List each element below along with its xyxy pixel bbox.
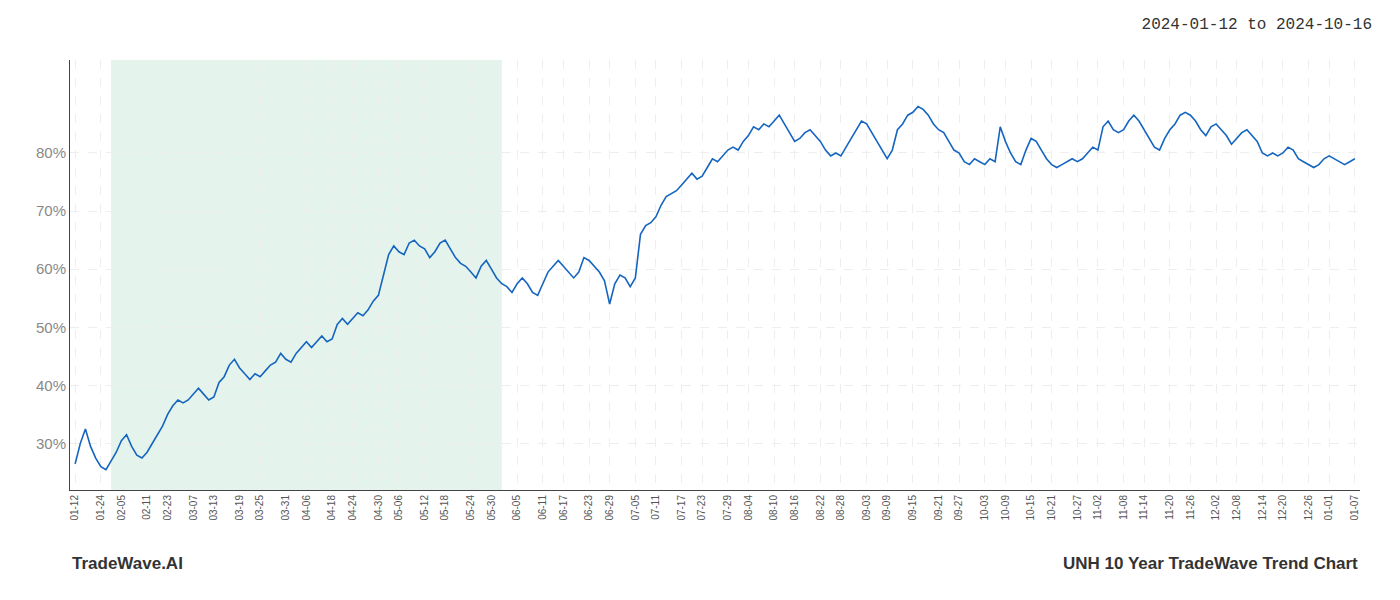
svg-text:09-27: 09-27 bbox=[953, 495, 964, 521]
svg-text:05-30: 05-30 bbox=[486, 495, 497, 521]
svg-text:07-23: 07-23 bbox=[696, 495, 707, 521]
svg-text:12-08: 12-08 bbox=[1231, 495, 1242, 521]
svg-text:06-29: 06-29 bbox=[604, 495, 615, 521]
svg-text:01-12: 01-12 bbox=[69, 495, 80, 521]
svg-text:06-23: 06-23 bbox=[583, 495, 594, 521]
svg-text:TradeWave.AI: TradeWave.AI bbox=[72, 554, 183, 573]
svg-text:01-07: 01-07 bbox=[1349, 495, 1360, 521]
svg-text:08-04: 08-04 bbox=[743, 495, 754, 521]
svg-text:06-05: 06-05 bbox=[511, 495, 522, 521]
svg-text:07-17: 07-17 bbox=[676, 495, 687, 521]
svg-text:12-20: 12-20 bbox=[1277, 495, 1288, 521]
svg-text:07-11: 07-11 bbox=[650, 495, 661, 520]
svg-text:10-21: 10-21 bbox=[1046, 495, 1057, 521]
svg-text:50%: 50% bbox=[36, 319, 66, 336]
svg-text:08-16: 08-16 bbox=[789, 495, 800, 521]
svg-text:04-06: 04-06 bbox=[301, 495, 312, 521]
svg-text:09-09: 09-09 bbox=[881, 495, 892, 521]
svg-text:01-24: 01-24 bbox=[95, 495, 106, 521]
svg-text:40%: 40% bbox=[36, 377, 66, 394]
svg-text:09-03: 09-03 bbox=[861, 495, 872, 521]
svg-text:01-01: 01-01 bbox=[1323, 495, 1334, 521]
svg-text:11-08: 11-08 bbox=[1118, 495, 1129, 520]
svg-text:09-21: 09-21 bbox=[933, 495, 944, 521]
svg-text:12-02: 12-02 bbox=[1210, 495, 1221, 521]
svg-text:04-30: 04-30 bbox=[373, 495, 384, 521]
svg-text:10-27: 10-27 bbox=[1072, 495, 1083, 521]
svg-text:12-14: 12-14 bbox=[1257, 495, 1268, 521]
svg-text:02-05: 02-05 bbox=[116, 495, 127, 521]
svg-text:30%: 30% bbox=[36, 435, 66, 452]
svg-text:11-14: 11-14 bbox=[1138, 495, 1149, 520]
svg-text:2024-01-12 to 2024-10-16: 2024-01-12 to 2024-10-16 bbox=[1142, 16, 1372, 34]
svg-text:09-15: 09-15 bbox=[907, 495, 918, 521]
svg-text:10-03: 10-03 bbox=[979, 495, 990, 521]
svg-text:06-11: 06-11 bbox=[537, 495, 548, 520]
svg-text:80%: 80% bbox=[36, 144, 66, 161]
svg-text:05-24: 05-24 bbox=[465, 495, 476, 521]
svg-text:06-17: 06-17 bbox=[558, 495, 569, 521]
svg-text:11-02: 11-02 bbox=[1092, 495, 1103, 520]
svg-text:04-24: 04-24 bbox=[347, 495, 358, 521]
svg-text:05-18: 05-18 bbox=[439, 495, 450, 521]
svg-text:04-18: 04-18 bbox=[326, 495, 337, 521]
svg-text:70%: 70% bbox=[36, 202, 66, 219]
svg-text:02-11: 02-11 bbox=[141, 495, 152, 520]
svg-text:11-26: 11-26 bbox=[1185, 495, 1196, 520]
svg-text:03-19: 03-19 bbox=[234, 495, 245, 521]
svg-text:08-22: 08-22 bbox=[815, 495, 826, 521]
svg-text:03-13: 03-13 bbox=[208, 495, 219, 521]
svg-text:03-25: 03-25 bbox=[254, 495, 265, 521]
svg-text:05-06: 05-06 bbox=[393, 495, 404, 521]
svg-text:11-20: 11-20 bbox=[1164, 495, 1175, 520]
svg-text:08-10: 08-10 bbox=[768, 495, 779, 521]
svg-text:03-31: 03-31 bbox=[280, 495, 291, 521]
svg-text:03-07: 03-07 bbox=[188, 495, 199, 521]
svg-text:10-15: 10-15 bbox=[1025, 495, 1036, 521]
svg-text:07-05: 07-05 bbox=[630, 495, 641, 521]
svg-text:10-09: 10-09 bbox=[1000, 495, 1011, 521]
svg-text:02-23: 02-23 bbox=[162, 495, 173, 521]
svg-text:05-12: 05-12 bbox=[419, 495, 430, 521]
svg-text:60%: 60% bbox=[36, 260, 66, 277]
svg-text:12-26: 12-26 bbox=[1303, 495, 1314, 521]
svg-text:07-29: 07-29 bbox=[722, 495, 733, 521]
svg-text:08-28: 08-28 bbox=[835, 495, 846, 521]
svg-text:UNH 10 Year TradeWave Trend Ch: UNH 10 Year TradeWave Trend Chart bbox=[1063, 554, 1358, 573]
